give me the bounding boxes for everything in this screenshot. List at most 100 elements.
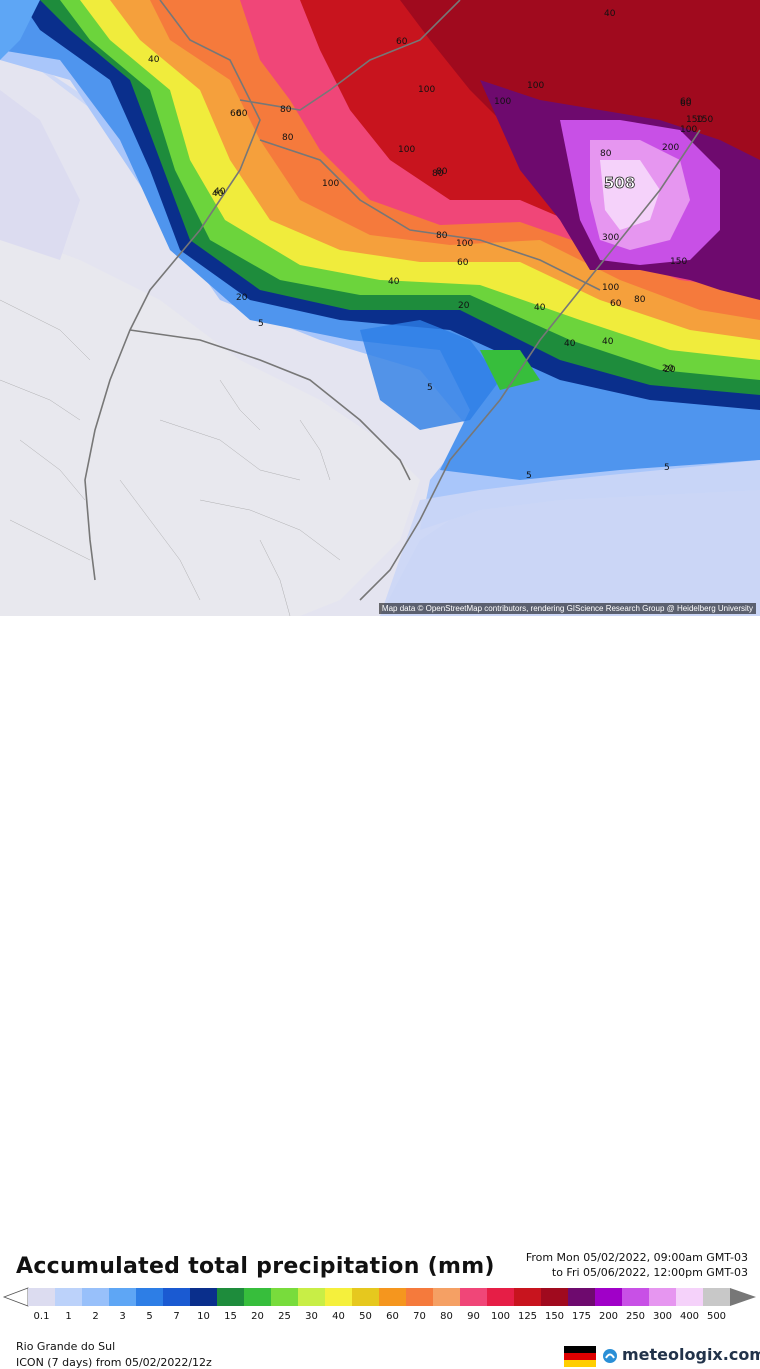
max-value-label: 508 [604,174,635,192]
contour-label: 100 [494,97,511,107]
legend-swatch [190,1288,218,1306]
legend-label: 40 [332,1311,345,1322]
legend-swatch [514,1288,542,1306]
legend-label: 250 [625,1311,646,1322]
contour-label: 5 [526,471,532,481]
from-date: From Mon 05/02/2022, 09:00am GMT-03 [525,1251,748,1264]
contour-label: 150 [696,115,713,125]
contour-label: 150 [670,257,687,267]
legend-label: 0.1 [33,1311,50,1322]
legend-label: 175 [571,1311,592,1322]
contour-label: 40 [214,187,226,197]
contour-label: 100 [418,85,435,95]
legend-label: 50 [359,1311,372,1322]
legend-swatch [136,1288,164,1306]
legend-swatch [541,1288,569,1306]
legend-swatch [28,1288,56,1306]
legend-swatch [676,1288,704,1306]
contour-label: 20 [236,293,248,303]
legend-bar [2,1287,756,1307]
chart-title: Accumulated total precipitation (mm) [16,1254,495,1279]
contour-label: 60 [236,109,248,119]
contour-label: 40 [564,339,576,349]
legend-label: 20 [251,1311,264,1322]
contour-label: 80 [600,149,612,159]
brand-link[interactable]: meteologix.com [622,1345,760,1364]
contour-label: 80 [280,105,292,115]
legend-label: 500 [706,1311,727,1322]
contour-label: 80 [436,231,448,241]
contour-label: 20 [664,365,676,375]
contour-label: 60 [396,37,408,47]
contour-label: 20 [662,364,674,374]
legend-swatch [244,1288,272,1306]
legend-swatch [703,1288,731,1306]
legend-label: 90 [467,1311,480,1322]
contour-label: 5 [427,383,433,393]
legend-label: 3 [119,1311,126,1322]
legend-swatch [163,1288,191,1306]
legend-swatch [325,1288,353,1306]
contour-label: 40 [212,189,224,199]
footer: Accumulated total precipitation (mm) Fro… [0,616,760,1369]
contour-label: 150 [686,115,703,125]
contour-label: 100 [527,81,544,91]
legend-swatch [487,1288,515,1306]
legend-label: 80 [440,1311,453,1322]
legend-label: 70 [413,1311,426,1322]
precipitation-field [0,0,760,616]
legend-swatch [595,1288,623,1306]
legend-label: 100 [490,1311,511,1322]
to-date: to Fri 05/06/2022, 12:00pm GMT-03 [551,1266,748,1279]
contour-label: 300 [602,233,619,243]
contour-label: 100 [456,239,473,249]
legend-swatch [649,1288,677,1306]
legend-label: 15 [224,1311,237,1322]
legend-swatch [568,1288,596,1306]
legend-swatch [217,1288,245,1306]
contour-label: 200 [662,143,679,153]
legend-swatch [352,1288,380,1306]
legend-label: 5 [146,1311,153,1322]
color-legend: 0.1 1 2 3 5 7 10 15 20 25 30 40 50 60 70 80 90 100 125 150 1… [0,1284,760,1322]
legend-swatch [433,1288,461,1306]
contour-label: 100 [398,145,415,155]
legend-swatch [406,1288,434,1306]
contour-label: 5 [664,463,670,473]
country-borders [84,0,701,601]
contour-label: 40 [534,303,546,313]
contour-label: 80 [634,295,646,305]
admin-borders [0,299,341,616]
legend-label: 2 [92,1311,99,1322]
legend-swatch [82,1288,110,1306]
contour-label: 100 [680,125,697,135]
region-name: Rio Grande do Sul [16,1340,116,1353]
contour-label: 100 [602,283,619,293]
legend-label: 300 [652,1311,673,1322]
legend-label: 200 [598,1311,619,1322]
contour-label: 80 [282,133,294,143]
legend-swatch [298,1288,326,1306]
contour-label: 40 [604,9,616,19]
legend-swatch [379,1288,407,1306]
legend-label: 25 [278,1311,291,1322]
contour-label: 60 [680,97,692,107]
legend-min-arrow [2,1287,29,1307]
date-range: From Mon 05/02/2022, 09:00am GMT-03 to F… [526,1250,748,1280]
contour-label: 20 [458,301,470,311]
legend-label: 125 [517,1311,538,1322]
legend-swatch [622,1288,650,1306]
contour-label: 60 [230,109,242,119]
precipitation-map[interactable]: 40 40 60 60 80 80 60 100 100 100 100 150 80 100 60 40 80… [0,0,760,616]
contour-label: 100 [322,179,339,189]
germany-flag-icon [564,1346,596,1367]
contour-label: 40 [602,337,614,347]
contour-label: 40 [388,277,400,287]
legend-label: 400 [679,1311,700,1322]
contour-label: 60 [610,299,622,309]
legend-label: 60 [386,1311,399,1322]
contour-label: 80 [436,167,448,177]
legend-swatch [55,1288,83,1306]
